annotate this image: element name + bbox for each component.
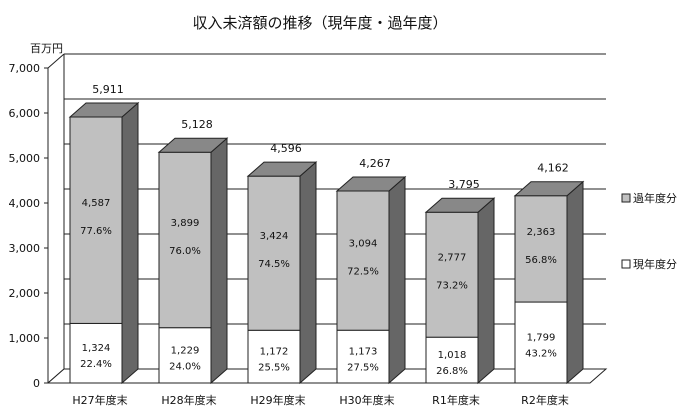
data-label-past-year-value: 3,899 [171,218,200,229]
bars: 1,324 22.4% 4,587 77.6% 5,911 1,229 24.0% 3,899… [68,83,585,385]
data-label-current-year-percent: 26.8% [436,366,468,377]
bar-stack: 1,799 43.2% 2,363 56.8% 4,162 [513,162,585,385]
bar-stack: 1,173 27.5% 3,094 72.5% 4,267 [335,157,407,385]
data-label-current-year-value: 1,172 [260,347,289,358]
bar-top-face [68,102,140,118]
legend-label: 現年度分 [633,257,677,271]
bar-side-face [566,180,584,385]
x-tick-label: H27年度末 [72,393,127,407]
data-label-past-year-value: 2,363 [527,227,556,238]
x-tick-label: R2年度末 [521,393,569,407]
y-tick-label: 4,000 [9,197,41,210]
bar-stack: 1,018 26.8% 2,777 73.2% 3,795 [424,178,496,385]
data-label-current-year-percent: 25.5% [258,363,290,374]
data-label-past-year-value: 3,094 [349,239,378,250]
y-tick-label: 7,000 [9,62,41,75]
data-label-current-year-percent: 27.5% [347,363,379,374]
data-label-current-year-value: 1,324 [82,343,111,354]
bar-top-face [246,161,318,177]
data-label-past-year-percent: 74.5% [258,259,290,270]
bar-side-face [388,175,406,385]
data-label-current-year-percent: 24.0% [169,361,201,372]
data-label-past-year-percent: 56.8% [525,255,557,266]
bar-top-face [424,197,496,213]
bar-segment-past-year [69,116,123,324]
data-label-total: 3,795 [448,178,480,191]
bar-top-face [157,137,229,153]
data-label-current-year-value: 1,173 [349,347,378,358]
bar-stack: 1,229 24.0% 3,899 76.0% 5,128 [157,118,229,385]
bar-segment-past-year [425,211,479,338]
bar-segment-current-year [514,301,568,384]
x-tick-label: H30年度末 [339,393,394,407]
bar-segment-current-year [425,336,479,384]
data-label-current-year-percent: 22.4% [80,359,112,370]
data-label-total: 5,128 [181,118,213,131]
data-label-current-year-percent: 43.2% [525,349,557,360]
bar-side-face [121,101,139,385]
chart-title: 収入未済額の推移（現年度・過年度） [192,14,447,32]
bar-stack: 1,324 22.4% 4,587 77.6% 5,911 [68,83,140,385]
bar-segment-past-year [247,175,301,331]
x-axis: H27年度末 H28年度末 H29年度末 H30年度末 R1年度末 R2年度末 [72,393,568,407]
data-label-current-year-value: 1,799 [527,333,556,344]
data-label-total: 5,911 [92,83,124,96]
legend-label: 過年度分 [633,191,677,205]
data-label-past-year-value: 3,424 [260,231,289,242]
bar-segment-past-year [336,190,390,331]
bar-segment-past-year [158,151,212,329]
bar-stack: 1,172 25.5% 3,424 74.5% 4,596 [246,142,318,385]
y-tick-label: 0 [33,377,40,390]
data-label-total: 4,267 [359,157,391,170]
data-label-total: 4,596 [270,142,302,155]
bar-segment-current-year [247,329,301,384]
x-tick-label: H29年度末 [250,393,305,407]
y-tick-label: 1,000 [9,332,41,345]
data-label-current-year-value: 1,229 [171,345,200,356]
y-tick-label: 5,000 [9,152,41,165]
data-label-past-year-percent: 77.6% [80,226,112,237]
y-tick-label: 6,000 [9,107,41,120]
bar-segment-current-year [69,322,123,384]
bar-segment-current-year [336,329,390,384]
bar-side-face [210,137,228,385]
data-label-past-year-value: 4,587 [82,198,111,209]
y-axis: 0 1,000 2,000 3,000 4,000 5,000 6,000 7,000 [9,62,49,390]
bar-side-face [299,161,317,385]
x-tick-label: R1年度末 [432,393,480,407]
data-label-past-year-percent: 76.0% [169,246,201,257]
bar-top-face [513,181,585,197]
y-tick-label: 3,000 [9,242,41,255]
legend-swatch [621,193,631,203]
data-label-past-year-value: 2,777 [438,253,467,264]
data-label-past-year-percent: 73.2% [436,281,468,292]
data-label-total: 4,162 [537,162,569,175]
bar-segment-current-year [158,327,212,384]
legend-item: 過年度分 [621,191,677,205]
bar-top-face [335,176,407,192]
side-wall-top-edge [47,53,65,69]
data-label-current-year-value: 1,018 [438,350,467,361]
gridlines [47,53,606,384]
data-label-past-year-percent: 72.5% [347,267,379,278]
legend-item: 現年度分 [621,257,677,271]
x-tick-label: H28年度末 [161,393,216,407]
legend-swatch [621,259,631,269]
y-tick-label: 2,000 [9,287,41,300]
bar-side-face [477,197,495,385]
bar-segment-past-year [514,195,568,303]
y-axis-unit-label: 百万円 [30,42,63,55]
